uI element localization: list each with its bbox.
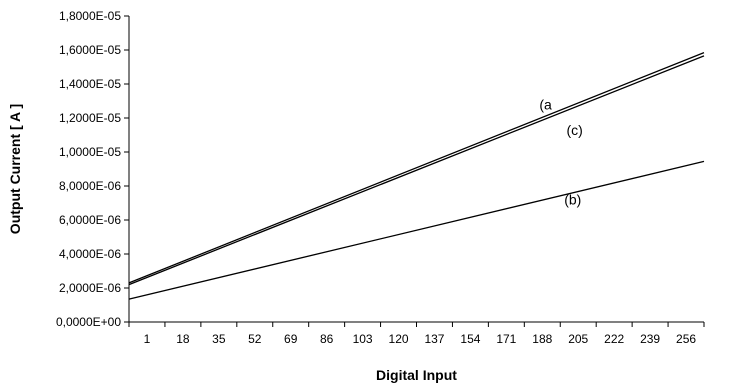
y-tick-labels: 0,0000E+00 2,0000E-06 4,0000E-06 6,0000E-06… bbox=[56, 9, 121, 329]
x-tick-label: 120 bbox=[389, 332, 409, 346]
y-tick-label: 8,0000E-06 bbox=[59, 179, 121, 193]
series-lines bbox=[128, 51, 705, 300]
y-tick-label: 1,4000E-05 bbox=[59, 77, 121, 91]
x-tick-label: 171 bbox=[496, 332, 516, 346]
y-tick-label: 2,0000E-06 bbox=[59, 281, 121, 295]
x-tick-label: 137 bbox=[424, 332, 444, 346]
y-axis-title: Output Current [ A ] bbox=[7, 104, 23, 234]
x-tick-label: 103 bbox=[353, 332, 373, 346]
x-tick-label: 222 bbox=[604, 332, 624, 346]
axes bbox=[124, 15, 705, 327]
series-line-1 bbox=[128, 55, 705, 286]
y-tick-label: 6,0000E-06 bbox=[59, 213, 121, 227]
x-tick-label: 256 bbox=[676, 332, 696, 346]
x-tick-label: 52 bbox=[248, 332, 262, 346]
series-annotation: (a bbox=[539, 97, 552, 113]
x-tick-label: 205 bbox=[568, 332, 588, 346]
x-tick-labels: 1 18 35 52 69 86 103 120 137 154 171 188 205 222 239 25… bbox=[144, 332, 697, 346]
series-line-2 bbox=[128, 160, 705, 300]
x-tick-label: 239 bbox=[640, 332, 660, 346]
y-tick-label: 4,0000E-06 bbox=[59, 247, 121, 261]
x-tick-label: 188 bbox=[532, 332, 552, 346]
x-tick-label: 1 bbox=[144, 332, 151, 346]
annotations: (a (c) (b) bbox=[539, 97, 582, 208]
x-tick-label: 18 bbox=[176, 332, 190, 346]
y-tick-label: 1,8000E-05 bbox=[59, 9, 121, 23]
x-tick-label: 154 bbox=[460, 332, 480, 346]
x-axis-title: Digital Input bbox=[376, 367, 457, 383]
y-tick-label: 0,0000E+00 bbox=[56, 315, 121, 329]
series-line-0 bbox=[128, 51, 705, 284]
y-tick-label: 1,6000E-05 bbox=[59, 43, 121, 57]
series-annotation: (c) bbox=[566, 122, 582, 138]
x-tick-label: 69 bbox=[284, 332, 298, 346]
x-tick-label: 35 bbox=[212, 332, 226, 346]
series-annotation: (b) bbox=[564, 192, 581, 208]
y-tick-label: 1,2000E-05 bbox=[59, 111, 121, 125]
x-tick-label: 86 bbox=[320, 332, 334, 346]
y-tick-label: 1,0000E-05 bbox=[59, 145, 121, 159]
